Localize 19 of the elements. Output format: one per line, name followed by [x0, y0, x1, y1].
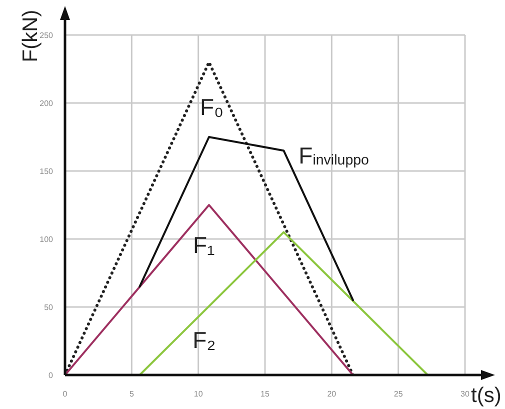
y-tick-label: 50 [44, 302, 54, 312]
series-label: F₁ [193, 232, 216, 258]
series-label: F₀ [200, 94, 224, 120]
series-label: F₂ [192, 327, 216, 353]
x-axis-title: t(s) [471, 384, 502, 407]
series-label: F$_{inviluppo}$ [298, 142, 370, 169]
x-tick-label: 5 [129, 390, 134, 399]
y-tick-label: 200 [40, 98, 54, 108]
y-tick-label: 0 [48, 370, 54, 380]
y-axis-title: F(kN) [18, 10, 42, 62]
x-tick-label: 15 [260, 390, 270, 399]
y-tick-label: 100 [40, 234, 54, 244]
x-tick-label: 30 [460, 390, 470, 399]
x-tick-label: 20 [327, 390, 337, 399]
x-tick-label: 10 [194, 390, 204, 399]
x-tick-label: 0 [62, 390, 68, 399]
y-tick-label: 250 [40, 30, 54, 40]
x-tick-label: 25 [394, 390, 404, 399]
y-tick-label: 150 [40, 166, 54, 176]
